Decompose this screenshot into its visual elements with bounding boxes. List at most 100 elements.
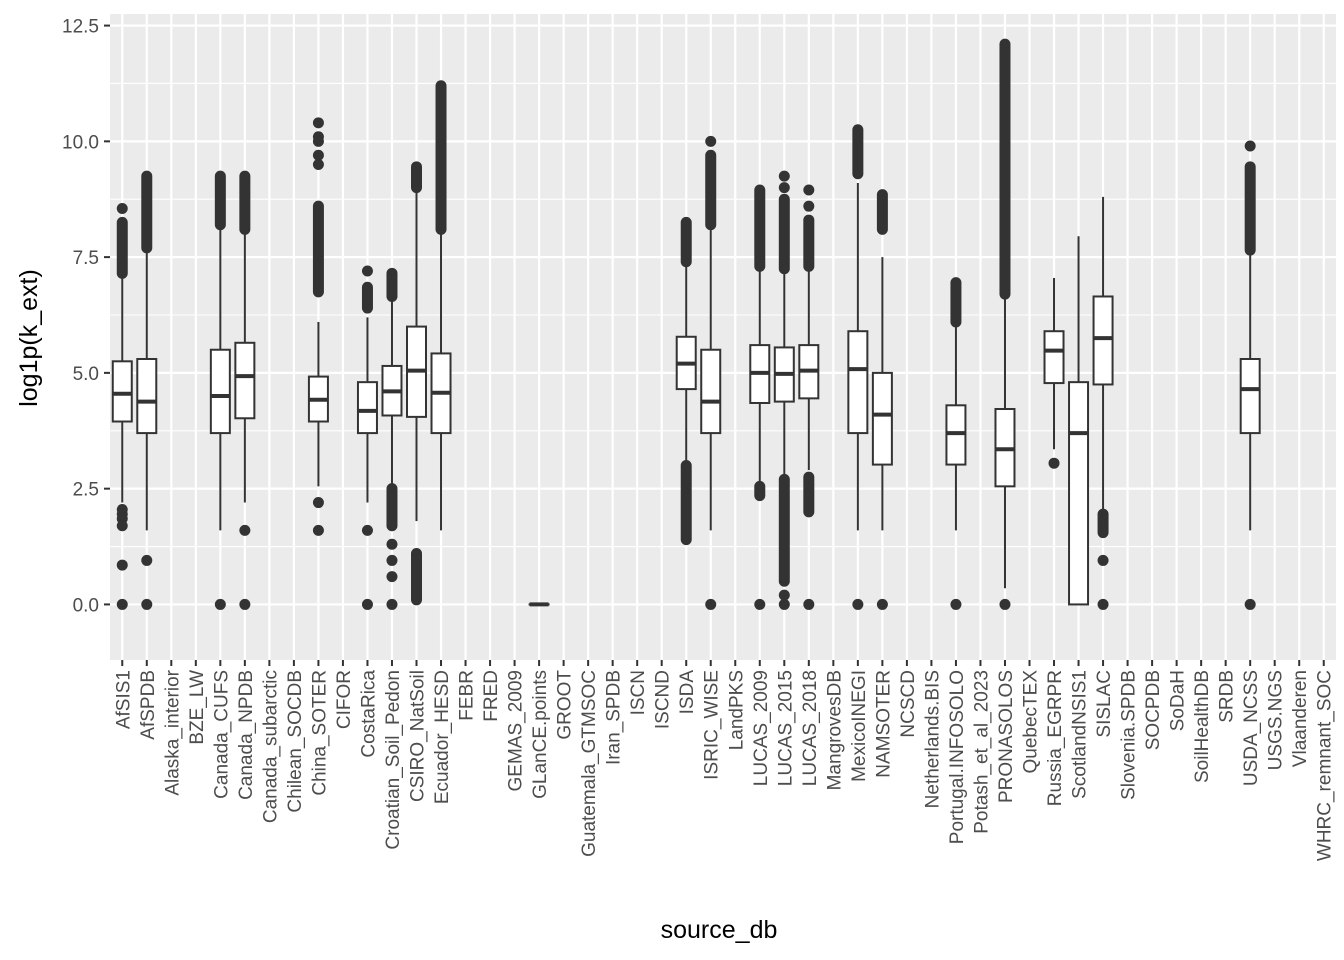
outlier-point [312, 149, 324, 161]
box-AfSIS1 [111, 202, 133, 610]
outlier-point [1097, 554, 1109, 566]
outlier-point [141, 598, 153, 610]
outlier-point [116, 202, 128, 214]
x-tick-label: Canada_CUFS [211, 670, 232, 799]
outlier-point [312, 117, 324, 129]
box-iqr [1092, 295, 1114, 386]
outlier-point [1244, 140, 1256, 152]
y-tick-label: 12.5 [62, 17, 99, 38]
x-tick-label: FRED [481, 670, 502, 722]
x-tick-label: LUCAS_2009 [751, 670, 772, 786]
x-tick-label: SoDaH [1168, 670, 1189, 731]
box-iqr [234, 341, 256, 420]
outlier-point [778, 589, 790, 601]
x-tick-label: GEMAS_2009 [506, 670, 527, 791]
outlier-point [705, 135, 717, 147]
x-tick-label: QuebecTEX [1021, 670, 1042, 774]
outlier-point [876, 598, 888, 610]
x-tick-label: Netherlands.BIS [922, 670, 943, 808]
outlier-point [361, 524, 373, 536]
box-LUCAS_2009 [749, 184, 771, 610]
x-tick-label: CSIRO_NatSoil [408, 670, 429, 802]
box-LUCAS_2018 [798, 184, 820, 610]
x-axis: AfSIS1 AfSPDB Alaska_interior BZE_LW Canada_… [113, 660, 1336, 861]
box-ScotlandNSIS1 [1068, 236, 1090, 606]
box-Portugal.INFOSOLO [945, 277, 967, 610]
outlier-point [214, 598, 226, 610]
outlier-point [386, 554, 398, 566]
box-SISLAC [1092, 196, 1114, 610]
y-tick-label: 10.0 [62, 132, 99, 153]
outlier-point [386, 538, 398, 550]
x-tick-label: Croatian_Soil_Pedon [383, 670, 404, 850]
x-tick-label: USDA_NCSS [1241, 670, 1262, 786]
y-axis-title: log1p(k_ext) [15, 269, 43, 407]
x-tick-label: SoilHealthDB [1192, 670, 1213, 783]
outlier-point [312, 524, 324, 536]
x-tick-label: GLanCE.points [530, 670, 551, 799]
outlier-point [1097, 598, 1109, 610]
box-iqr [209, 348, 231, 435]
outlier-point [239, 598, 251, 610]
box-China_SOTER [307, 117, 329, 536]
x-tick-label: SOCPDB [1143, 670, 1164, 750]
x-tick-label: ISRIC_WISE [702, 670, 723, 780]
outlier-point [361, 598, 373, 610]
outlier-point [852, 598, 864, 610]
box-USDA_NCSS [1239, 140, 1261, 610]
x-tick-label: CIFOR [334, 670, 355, 729]
x-tick-label: Chilean_SOCDB [285, 670, 306, 813]
x-tick-label: Canada_NPDB [236, 670, 257, 800]
box-MexicoINEGI [847, 124, 869, 610]
box-CostaRica [356, 265, 378, 610]
x-tick-label: Russia_EGRPR [1045, 670, 1066, 806]
box-iqr [1043, 330, 1065, 385]
box-series [111, 38, 1261, 610]
x-tick-label: BZE_LW [187, 670, 208, 745]
outlier-point [141, 554, 153, 566]
x-tick-label: SRDB [1217, 670, 1238, 723]
outlier-point [116, 520, 128, 532]
box-ISDA [675, 216, 697, 546]
x-tick-label: PRONASOLOS [996, 670, 1017, 803]
outlier-point [803, 598, 815, 610]
box-ISRIC_WISE [700, 135, 722, 610]
outlier-point [778, 182, 790, 194]
x-tick-label: WHRC_remnant_SOC [1315, 670, 1336, 861]
outlier-point [239, 524, 251, 536]
y-tick-label: 0.0 [73, 595, 99, 616]
box-Ecuador_HESD [430, 80, 452, 531]
x-tick-label: ScotlandNSIS1 [1070, 670, 1091, 799]
x-tick-label: Potash_et_al_2023 [971, 670, 992, 834]
outlier-point [1048, 457, 1060, 469]
box-NAMSOTER [871, 189, 893, 610]
outlier-point [116, 598, 128, 610]
outlier-point [754, 598, 766, 610]
outlier-point [312, 497, 324, 509]
box-iqr [356, 381, 378, 435]
x-tick-label: AfSIS1 [113, 670, 134, 729]
y-tick-label: 7.5 [73, 248, 99, 269]
x-tick-label: NAMSOTER [873, 670, 894, 778]
x-tick-label: Ecuador_HESD [432, 670, 453, 804]
outlier-point [705, 598, 717, 610]
x-tick-label: Canada_subarctic [260, 670, 281, 823]
x-tick-label: Alaska_interior [162, 669, 183, 795]
box-iqr [847, 330, 869, 435]
x-tick-label: Portugal.INFOSOLO [947, 670, 968, 844]
outlier-point [999, 598, 1011, 610]
y-tick-label: 2.5 [73, 480, 99, 501]
outlier-point [778, 598, 790, 610]
box-iqr [700, 348, 722, 435]
box-Canada_CUFS [209, 170, 231, 610]
outlier-point [386, 598, 398, 610]
x-tick-label: ISDA [677, 670, 698, 715]
outlier-point [803, 200, 815, 212]
x-tick-label: ISCN [628, 670, 649, 715]
x-tick-label: LUCAS_2018 [800, 670, 821, 786]
x-tick-label: AfSPDB [138, 670, 159, 740]
x-tick-label: FEBR [457, 670, 478, 721]
x-tick-label: GROOT [555, 670, 576, 740]
box-AfSPDB [136, 170, 158, 610]
